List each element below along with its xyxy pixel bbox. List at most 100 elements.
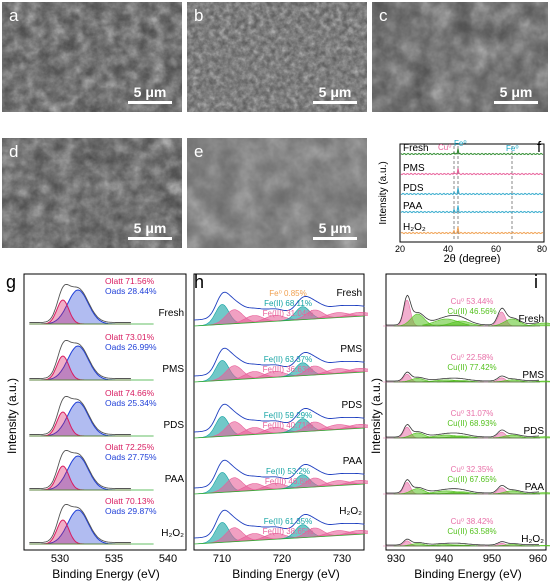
sem-panel-b: b 5 μm [187,2,367,112]
plot-frame [385,273,547,551]
raw-spectrum [386,294,540,326]
oads-percentage: Oads 26.99% [105,342,157,352]
x-tick: 950 [483,553,501,565]
sample-label: Fresh [403,143,429,154]
xrd-trace [400,205,544,214]
fe2-percentage: Fe(II) 61.35% [264,517,312,526]
cu2-percentage: Cu(II) 46.56% [447,307,496,316]
panel-label: f [537,139,542,156]
cu0-percentage: Cu⁰ 32.35% [451,465,494,474]
x-tick: 940 [435,553,453,565]
plot-frame [23,273,187,551]
x-tick: 720 [273,553,291,565]
fe2-percentage: Fe(II) 63.37% [264,355,312,364]
sample-label: PMS [162,364,184,375]
panel-label: a [9,6,19,25]
x-axis-label: Binding Energy (eV) [232,567,339,581]
cu-component-peak [436,435,484,439]
y-axis-label: Intensity (a.u.) [369,378,383,454]
baseline [193,533,366,545]
sample-label: PDS [403,183,424,194]
cu-component-peak [520,492,550,495]
panel-label: i [534,272,538,292]
cu0-percentage: Cu⁰ 38.42% [451,517,494,526]
xps-panel-i: i Cu⁰ 53.44%Cu(II) 46.56% Fresh Cu⁰ 22.58%… [369,272,550,581]
olatt-percentage: Olatt 73.01% [105,332,155,342]
cu2-percentage: Cu(II) 68.93% [447,419,496,428]
cu2-percentage: Cu(II) 63.58% [447,527,496,536]
cu2-percentage: Cu(II) 67.65% [447,475,496,484]
x-axis-label: Binding Energy (eV) [414,567,521,581]
panel-label: g [6,272,16,292]
sample-label: H₂O₂ [339,506,362,517]
fe2-percentage: Fe(II) 59.29% [264,411,312,420]
fe0-percentage: Fe⁰ 0.85% [269,289,306,298]
xrd-trace [400,168,544,176]
raw-spectrum [193,347,365,377]
sem-texture [2,138,182,248]
xps-panel-g: g Olatt 71.56%Oads 28.44% Fresh Olatt 73.0… [5,272,187,581]
sem-texture [372,2,548,112]
fe3-percentage: Fe(III) 36.63% [263,365,314,374]
x-tick: 540 [159,553,177,565]
fe3-percentage: Fe(III) 40.71% [263,421,314,430]
cu0-percentage: Cu⁰ 53.44% [451,297,494,306]
plot-frame [399,143,545,243]
scale-bar: 5 μm [313,220,357,240]
baseline [193,371,366,383]
oads-percentage: Oads 28.44% [105,286,157,296]
xrd-trace [400,148,544,156]
oads-percentage: Oads 27.75% [105,452,157,462]
sample-label: PAA [165,474,185,485]
cu-component-peak [520,322,550,327]
x-tick: 20 [395,244,405,254]
olatt-percentage: Olatt 71.56% [105,276,155,286]
raw-spectrum [29,449,131,489]
sem-panel-d: d 5 μm [2,138,182,248]
olatt-percentage: Olatt 70.13% [105,496,155,506]
fe-component-peak [334,424,368,430]
oads-percentage: Oads 29.87% [105,506,157,516]
scale-bar: 5 μm [313,84,357,104]
sample-label: PMS [522,370,544,381]
sample-label: Fresh [336,288,362,299]
xrd-trace [400,187,544,196]
peak-label-fe0: Fe⁰ [454,139,467,148]
y-axis-label: Intensity (a.u.) [378,161,389,224]
cu-component-peak [436,380,484,383]
x-axis-label: Binding Energy (eV) [52,567,159,581]
baseline [193,483,366,495]
scale-bar: 5 μm [494,84,538,104]
sample-label: PAA [403,201,423,212]
x-tick: 730 [333,553,351,565]
cu-component-peak [436,320,484,327]
sample-label: PMS [403,163,425,174]
cu-component-peak [436,491,484,495]
raw-spectrum [386,424,540,438]
sem-texture [187,138,367,248]
x-tick: 80 [537,244,547,254]
fe3-percentage: Fe(III) 46.8% [265,477,311,486]
x-tick: 960 [529,553,547,565]
sample-label: H₂O₂ [161,528,184,539]
raw-spectrum [29,339,131,379]
raw-spectrum [386,479,539,494]
x-tick: 535 [105,553,123,565]
peak-label-cu0: Cu⁰ [438,143,451,152]
raw-spectrum [193,509,365,539]
y-axis-label: Intensity (a.u.) [5,378,19,454]
raw-spectrum [386,538,539,546]
sample-label: PAA [343,456,363,467]
baseline [193,315,366,327]
cu2-percentage: Cu(II) 77.42% [447,363,496,372]
fe2-percentage: Fe(II) 53.2% [266,467,310,476]
oads-percentage: Oads 25.34% [105,398,157,408]
fe2-percentage: Fe(II) 68.11% [264,299,312,308]
fe-component-peak [334,480,368,486]
raw-spectrum [386,371,540,382]
sample-label: PDS [163,420,184,431]
scale-text: 5 μm [318,220,352,236]
scale-bar: 5 μm [128,84,172,104]
raw-spectrum [29,283,131,323]
